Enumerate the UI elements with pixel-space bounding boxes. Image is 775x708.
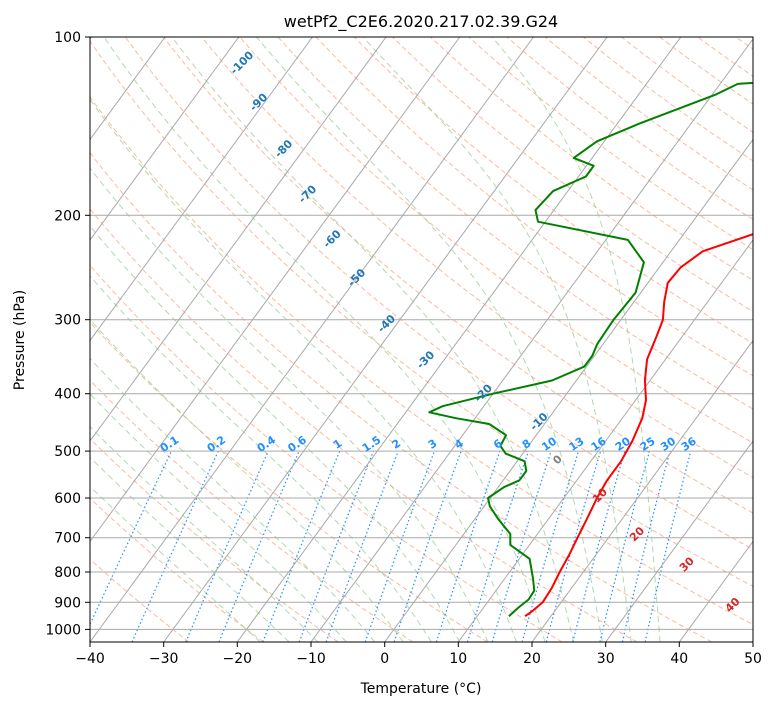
moist-adiabat-line [90, 485, 261, 642]
mixing-ratio-line [599, 450, 651, 642]
x-tick-label: −20 [223, 651, 253, 667]
dry-adiabat-line [201, 37, 753, 479]
moist-adiabat-line [90, 275, 432, 642]
x-tick-label: −40 [75, 651, 105, 667]
x-tick-label: 30 [597, 651, 615, 667]
chart-title: wetPf2_C2E6.2020.217.02.39.G24 [284, 12, 558, 32]
isotherm-line [90, 37, 534, 642]
temperature-profile-line [524, 233, 753, 618]
isotherm-line [752, 641, 753, 642]
x-axis: −40 −30 −20 −10 0 10 20 30 40 50 [75, 642, 762, 667]
moist-adiabat-line [90, 393, 347, 642]
dry-adiabat-line [163, 37, 753, 514]
y-tick-label: 200 [54, 208, 81, 224]
x-tick-label: 50 [744, 651, 762, 667]
mixing-ratio-line [364, 450, 436, 642]
moist-adiabat-line [171, 37, 575, 642]
dry-adiabat-line [90, 96, 753, 626]
isotherm-line [531, 339, 753, 642]
y-tick-label: 1000 [45, 622, 81, 638]
isotherm-line [90, 37, 166, 141]
mixing-ratio-line [262, 450, 341, 642]
dry-adiabat-line [90, 264, 563, 642]
x-tick-label: −10 [296, 651, 326, 667]
moist-adiabat-line [90, 318, 404, 642]
y-axis-label: Pressure (hPa) [12, 290, 28, 390]
isotherm-line [605, 440, 753, 642]
mixing-ratio-line [572, 450, 626, 642]
grid-lines [90, 37, 753, 642]
mixing-ratio-line [466, 450, 530, 642]
dry-adiabat-line [315, 37, 753, 377]
dry-adiabat-line [90, 152, 712, 642]
moist-adiabat-line [90, 357, 376, 642]
y-tick-label: 700 [54, 531, 81, 547]
isotherm-line [90, 37, 313, 342]
y-tick-label: 900 [54, 595, 81, 611]
x-tick-label: 20 [523, 651, 541, 667]
isotherm-line [457, 239, 753, 642]
isotherm-line [90, 37, 387, 442]
moist-adiabat-line [90, 225, 461, 642]
moist-adiabat-line [90, 456, 290, 642]
moist-adiabat-line [90, 167, 489, 642]
mixing-ratio-line [218, 450, 300, 642]
dewpoint-profile-line [428, 81, 753, 617]
moist-adiabat-line [362, 37, 632, 642]
plot-background [90, 37, 753, 642]
mixing-ratio-line [545, 450, 602, 642]
moist-adiabat-line [103, 37, 546, 642]
dry-adiabat-line [90, 558, 190, 642]
x-tick-label: 10 [449, 651, 467, 667]
dry-adiabat-line [124, 37, 753, 550]
y-tick-label: 100 [54, 30, 81, 46]
mixing-ratio-line [298, 450, 375, 642]
x-tick-label: 40 [670, 651, 688, 667]
moist-adiabat-line [90, 98, 517, 642]
y-tick-label: 300 [54, 313, 81, 329]
mixing-ratio-line [621, 450, 671, 642]
y-tick-label: 800 [54, 565, 81, 581]
background-lines [90, 37, 753, 642]
plot-frame [89, 36, 754, 643]
y-tick-label: 400 [54, 387, 81, 403]
isotherm-line [310, 38, 753, 642]
mixing-ratio-line [435, 450, 501, 642]
mixing-ratio-line [521, 450, 580, 642]
x-tick-label: −30 [149, 651, 179, 667]
isotherm-line [90, 37, 240, 241]
mixing-ratio-line [185, 450, 269, 642]
moist-adiabat-line [256, 37, 603, 642]
y-tick-label: 500 [54, 444, 81, 460]
x-tick-label: 0 [380, 651, 389, 667]
moist-adiabat-line [491, 37, 661, 642]
dry-adiabat-line [90, 40, 753, 588]
y-tick-label: 600 [54, 491, 81, 507]
y-axis: 1000 900 800 700 600 500 400 300 200 100 [45, 30, 90, 638]
isotherm-line [384, 138, 753, 642]
profile-lines [428, 81, 753, 618]
x-axis-label: Temperature (°C) [360, 681, 482, 697]
mixing-ratio-line [325, 450, 399, 642]
dry-adiabat-line [277, 37, 753, 410]
mixing-ratio-line [491, 450, 552, 642]
isotherm-line [163, 37, 608, 642]
